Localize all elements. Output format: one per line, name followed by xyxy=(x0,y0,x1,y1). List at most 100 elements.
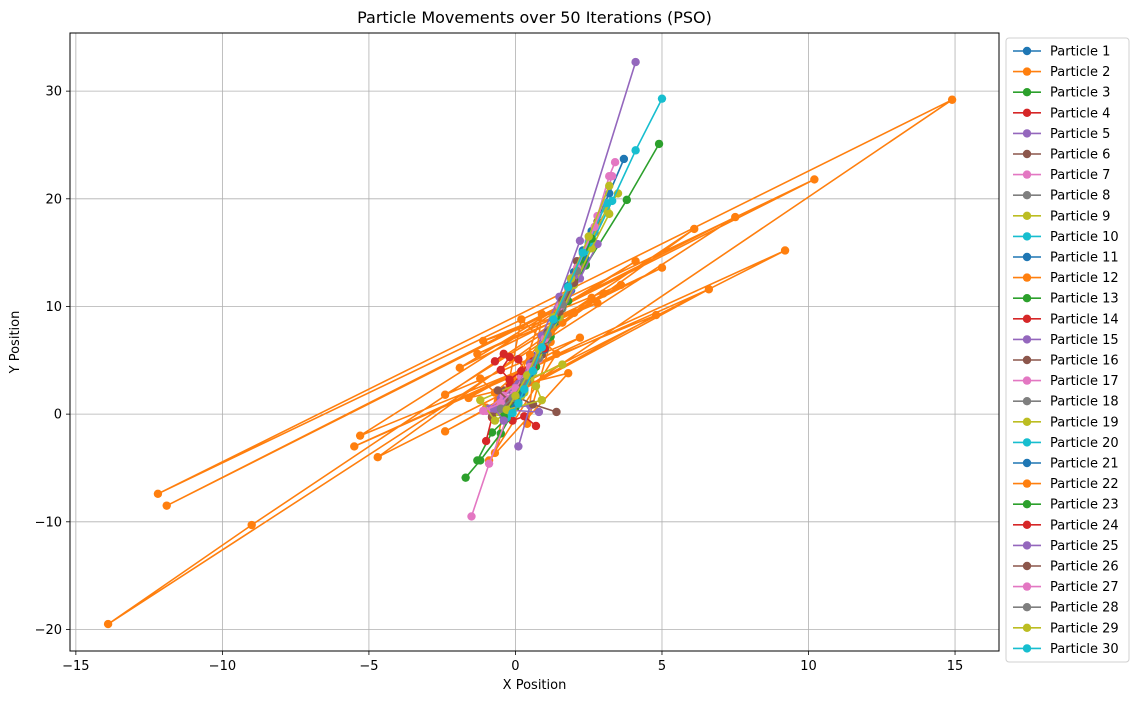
x-tick-label: −15 xyxy=(62,659,89,674)
x-axis-label: X Position xyxy=(503,678,567,693)
legend-label: Particle 3 xyxy=(1050,86,1110,101)
data-point xyxy=(481,436,491,446)
legend-label: Particle 28 xyxy=(1050,601,1119,616)
legend-swatch-marker xyxy=(1022,170,1032,179)
data-point xyxy=(490,357,500,366)
data-point xyxy=(558,360,567,369)
data-point xyxy=(578,248,588,257)
data-point xyxy=(496,365,505,375)
data-point xyxy=(607,171,617,181)
x-tick-label: 15 xyxy=(947,659,964,674)
data-point xyxy=(476,374,485,383)
legend-label: Particle 23 xyxy=(1050,498,1119,513)
legend-label: Particle 10 xyxy=(1050,230,1119,245)
data-point xyxy=(564,282,573,292)
x-tick-label: 10 xyxy=(800,659,817,674)
legend-item: Particle 25 xyxy=(1013,539,1119,554)
legend-label: Particle 12 xyxy=(1050,271,1119,286)
legend-label: Particle 17 xyxy=(1050,374,1119,389)
data-point xyxy=(511,391,520,401)
series-particle-30 xyxy=(508,248,588,418)
data-point xyxy=(704,285,714,294)
x-tick-label: −10 xyxy=(209,659,236,674)
legend-box xyxy=(1005,37,1130,663)
legend: Particle 1 Particle 2 Particle 3 Particle 4… xyxy=(1005,37,1130,663)
data-point xyxy=(153,489,163,499)
legend-label: Particle 9 xyxy=(1050,209,1110,224)
data-point xyxy=(810,175,819,184)
legend-item: Particle 6 xyxy=(1013,148,1110,163)
plot-frame xyxy=(69,32,1000,652)
legend-item: Particle 9 xyxy=(1013,209,1110,224)
data-point xyxy=(531,381,541,391)
data-point xyxy=(455,363,464,373)
legend-swatch-marker xyxy=(1022,108,1032,118)
data-point xyxy=(464,393,473,403)
legend-label: Particle 2 xyxy=(1050,65,1110,80)
legend-item: Particle 11 xyxy=(1013,251,1119,266)
legend-label: Particle 14 xyxy=(1050,312,1119,327)
data-point xyxy=(575,236,585,245)
legend-item: Particle 4 xyxy=(1013,106,1110,121)
data-point xyxy=(605,209,614,219)
data-point xyxy=(552,407,561,417)
data-point xyxy=(355,431,365,440)
legend-label: Particle 4 xyxy=(1050,106,1110,121)
legend-label: Particle 27 xyxy=(1050,580,1119,595)
data-point xyxy=(531,421,541,431)
series-particle-29 xyxy=(502,181,614,415)
data-point xyxy=(373,453,382,462)
data-point xyxy=(564,369,573,378)
data-point xyxy=(517,366,526,376)
legend-swatch-marker xyxy=(1022,335,1032,344)
legend-item: Particle 10 xyxy=(1013,230,1119,245)
legend-label: Particle 22 xyxy=(1050,477,1119,492)
legend-swatch-marker xyxy=(1022,232,1032,241)
legend-swatch-marker xyxy=(1022,397,1032,406)
data-point xyxy=(473,349,482,359)
legend-label: Particle 6 xyxy=(1050,148,1110,163)
legend-item: Particle 5 xyxy=(1013,127,1110,142)
legend-swatch-marker xyxy=(1022,561,1032,571)
legend-item: Particle 7 xyxy=(1013,168,1110,183)
data-point xyxy=(162,501,171,510)
legend-item: Particle 24 xyxy=(1013,518,1119,533)
data-point xyxy=(461,473,470,482)
legend-label: Particle 20 xyxy=(1050,436,1119,451)
chart-title: Particle Movements over 50 Iterations (P… xyxy=(357,8,712,27)
legend-label: Particle 1 xyxy=(1050,45,1110,60)
data-point xyxy=(631,257,640,266)
legend-item: Particle 22 xyxy=(1013,477,1119,492)
legend-item: Particle 23 xyxy=(1013,498,1119,513)
legend-swatch-marker xyxy=(1022,458,1032,468)
legend-label: Particle 13 xyxy=(1050,292,1119,307)
legend-swatch-marker xyxy=(1022,273,1032,282)
legend-label: Particle 11 xyxy=(1050,251,1119,266)
data-point xyxy=(508,408,517,418)
legend-label: Particle 5 xyxy=(1050,127,1110,142)
legend-item: Particle 3 xyxy=(1013,86,1110,101)
legend-swatch-marker xyxy=(1022,479,1032,488)
data-point xyxy=(479,336,488,346)
data-point xyxy=(593,299,602,308)
data-point xyxy=(103,619,113,629)
data-point xyxy=(467,512,476,521)
axis-ticks: −15 −10 −5 0 5 10 15 −20 −10 0 10 20 30 xyxy=(35,85,964,674)
data-point xyxy=(575,333,585,342)
legend-label: Particle 26 xyxy=(1050,560,1119,575)
data-point xyxy=(514,442,523,451)
y-axis-label: Y Position xyxy=(8,311,23,375)
x-tick-label: 0 xyxy=(511,659,519,674)
data-point xyxy=(487,428,497,437)
data-point xyxy=(654,139,664,149)
data-point xyxy=(479,406,488,416)
data-point xyxy=(610,157,620,167)
data-point xyxy=(514,355,523,364)
legend-label: Particle 24 xyxy=(1050,518,1119,533)
data-point xyxy=(537,309,547,319)
data-point xyxy=(505,352,514,362)
data-point xyxy=(549,315,558,324)
x-tick-label: 5 xyxy=(658,659,666,674)
legend-swatch-marker xyxy=(1022,67,1032,76)
data-point xyxy=(440,427,450,436)
